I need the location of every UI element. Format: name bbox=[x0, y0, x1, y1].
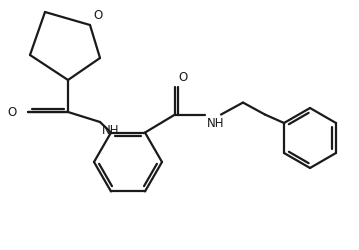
Text: O: O bbox=[93, 9, 102, 22]
Text: NH: NH bbox=[207, 116, 224, 130]
Text: O: O bbox=[178, 70, 187, 84]
Text: O: O bbox=[8, 106, 17, 118]
Text: NH: NH bbox=[102, 124, 120, 137]
